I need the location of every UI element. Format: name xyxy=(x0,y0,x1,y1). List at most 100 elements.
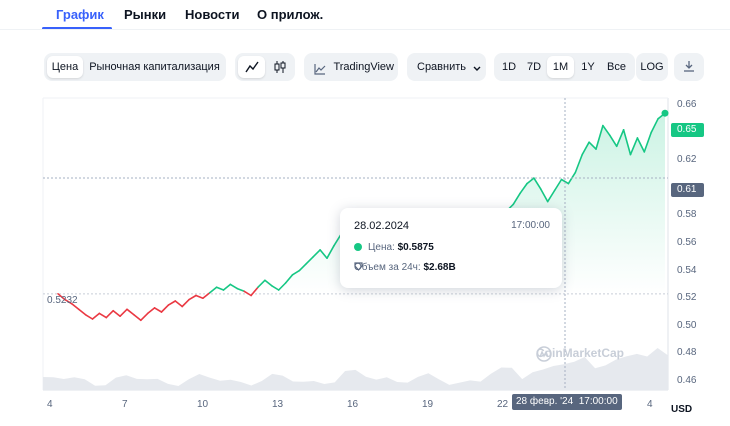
price-line-segment xyxy=(153,307,163,313)
tab-news[interactable]: Новости xyxy=(185,7,240,22)
price-line-segment xyxy=(539,188,549,203)
price-line-segment xyxy=(264,279,273,287)
tradingview-label: TradingView xyxy=(333,61,394,73)
y-tick-label: 0.50 xyxy=(677,319,697,331)
chart-tooltip: 28.02.2024 17:00:00 Цена: $0.5875 Объем … xyxy=(340,208,562,288)
price-line-segment xyxy=(57,293,66,301)
price-line-segment xyxy=(333,233,342,247)
price-line-segment xyxy=(526,177,535,185)
currency-label: USD xyxy=(671,404,693,415)
range-all[interactable]: Все xyxy=(607,61,626,73)
range-1y[interactable]: 1Y xyxy=(581,61,595,73)
tradingview-icon xyxy=(314,64,326,75)
download-button[interactable] xyxy=(674,53,704,81)
price-line-segment xyxy=(636,137,646,153)
price-line-segment xyxy=(588,141,597,150)
last-price-point xyxy=(661,109,669,117)
crosshair-price-badge: 0.61 xyxy=(671,183,704,197)
price-line-segment xyxy=(650,117,659,134)
price-line-segment xyxy=(215,286,225,291)
chart-type-switch xyxy=(235,53,295,81)
tradingview-button[interactable]: TradingView xyxy=(304,53,398,81)
x-tick-label: 22 xyxy=(497,399,509,410)
price-line-segment xyxy=(84,314,94,320)
price-line-segment xyxy=(560,178,570,185)
metric-switch: Цена Рыночная капитализация xyxy=(44,53,226,81)
watermark-text: CoinMarketCap xyxy=(536,346,625,360)
y-tick-label: 0.46 xyxy=(677,375,697,387)
range-switch: 1D 7D 1M 1Y Все xyxy=(494,53,635,81)
compare-dropdown[interactable]: Сравнить xyxy=(407,53,486,81)
y-tick-label: 0.58 xyxy=(677,209,697,221)
price-line-segment xyxy=(188,294,197,301)
x-tick-label: 13 xyxy=(272,399,284,410)
coinmarketcap-watermark: CoinMarketCap xyxy=(536,346,625,362)
price-line-segment xyxy=(574,153,584,174)
download-icon xyxy=(684,61,694,72)
price-line-segment xyxy=(195,294,204,299)
price-line-segment xyxy=(257,279,266,288)
price-line-segment xyxy=(91,312,101,320)
chart-tabs: График Рынки Новости О прилож. xyxy=(0,0,730,30)
y-tick-label: 0.62 xyxy=(677,154,697,166)
crosshair-date: 28 февр. '24 xyxy=(516,396,574,407)
range-1m[interactable]: 1M xyxy=(547,56,574,78)
tab-about[interactable]: О прилож. xyxy=(257,7,324,22)
price-line-segment xyxy=(643,131,653,153)
price-line-segment xyxy=(167,300,177,306)
price-line-segment xyxy=(229,283,239,290)
tabs-divider xyxy=(0,29,730,30)
tooltip-date: 28.02.2024 xyxy=(354,220,410,232)
price-line-segment xyxy=(326,245,335,259)
line-chart-icon xyxy=(244,61,259,73)
price-line-segment xyxy=(202,291,211,299)
price-line-segment xyxy=(98,312,108,319)
price-line-segment xyxy=(581,141,590,156)
x-tick-label: 4 xyxy=(47,399,53,410)
candle-chart-button[interactable] xyxy=(267,56,293,78)
line-chart-button[interactable] xyxy=(238,56,265,78)
price-line-segment xyxy=(181,298,190,308)
price-tab[interactable]: Цена xyxy=(47,56,83,78)
price-line-segment xyxy=(312,249,321,258)
x-tick-label: 16 xyxy=(347,399,359,410)
tooltip-volume-row: Объем за 24ч: $2.68B xyxy=(354,262,456,273)
start-price-label: 0.5232 xyxy=(47,295,78,306)
tab-chart[interactable]: График xyxy=(56,7,104,22)
range-1d[interactable]: 1D xyxy=(501,61,517,73)
market-cap-tab[interactable]: Рыночная капитализация xyxy=(89,61,220,73)
x-tick-label: 19 xyxy=(422,399,434,410)
tooltip-price-row: Цена: $0.5875 xyxy=(354,242,434,253)
volume-area xyxy=(43,348,668,390)
price-line-segment xyxy=(277,282,287,291)
price-line-segment xyxy=(270,285,280,291)
tab-markets[interactable]: Рынки xyxy=(124,7,167,22)
volume-shield-icon xyxy=(354,262,363,271)
price-line-segment xyxy=(250,286,259,297)
log-button[interactable]: LOG xyxy=(636,53,668,81)
price-line-segment xyxy=(546,189,556,203)
price-line-segment xyxy=(105,309,114,319)
active-tab-indicator xyxy=(42,27,112,30)
price-line-segment xyxy=(222,283,232,291)
chevron-down-icon xyxy=(473,66,481,71)
tooltip-volume-label: Объем за 24ч: xyxy=(354,262,421,273)
price-line-segment xyxy=(174,300,183,308)
y-tick-label: 0.56 xyxy=(677,237,697,248)
x-tick-label: 4 xyxy=(647,399,653,410)
price-line-segment xyxy=(243,290,252,297)
price-line-segment xyxy=(512,192,521,206)
price-line-segment xyxy=(298,262,308,272)
range-7d[interactable]: 7D xyxy=(526,61,542,73)
price-line-segment xyxy=(284,274,294,284)
y-tick-label: 0.66 xyxy=(677,98,697,110)
x-tick-label: 10 xyxy=(197,399,209,410)
price-line-segment xyxy=(519,182,528,195)
price-line-segment xyxy=(112,309,121,317)
price-line-segment xyxy=(126,308,135,316)
tooltip-price-label: Цена: xyxy=(368,242,395,253)
price-chart[interactable]: 0.660.640.620.600.580.560.540.520.500.48… xyxy=(0,90,730,426)
price-line-segment xyxy=(602,124,611,137)
price-line-segment xyxy=(209,286,218,294)
candlestick-icon xyxy=(274,61,286,73)
